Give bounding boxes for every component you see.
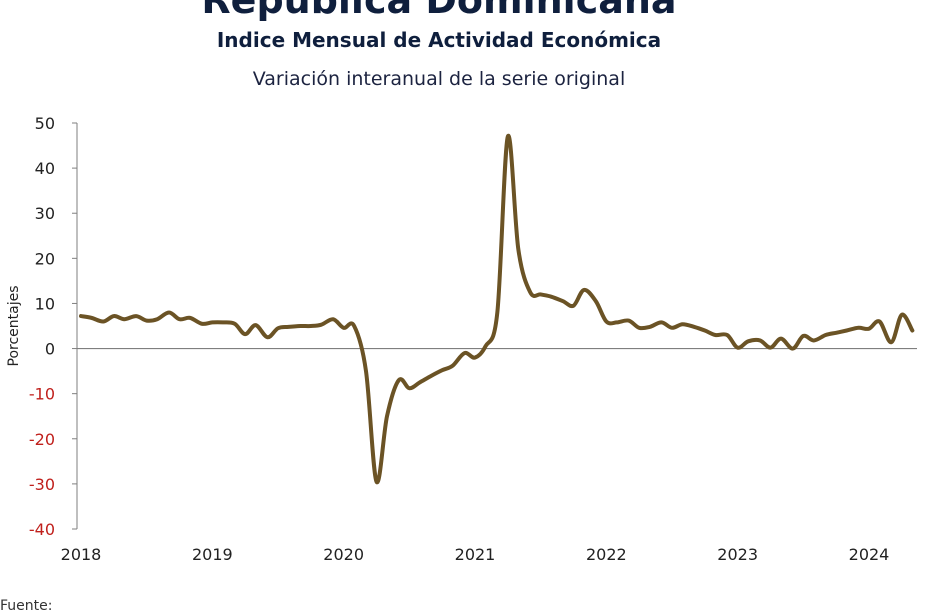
source-note: Fuente: [0, 598, 53, 614]
x-tick-label: 2019 [192, 545, 233, 564]
y-axis-label: Porcentajes [6, 285, 22, 366]
y-tick-label: -40 [29, 520, 55, 539]
x-tick-label: 2023 [717, 545, 758, 564]
y-tick-label: 30 [35, 204, 55, 223]
y-tick-label: -30 [29, 475, 55, 494]
y-tick-label: -10 [29, 385, 55, 404]
y-tick-label: 50 [35, 114, 55, 133]
y-tick-label: 0 [45, 340, 55, 359]
x-tick-label: 2021 [455, 545, 496, 564]
chart-title: República Dominicana [201, 0, 677, 22]
chart-subtitle-secondary: Variación interanual de la serie origina… [252, 68, 626, 90]
x-tick-label: 2018 [61, 545, 102, 564]
series-line [79, 134, 915, 485]
chart-subtitle: Indice Mensual de Actividad Económica [216, 28, 662, 52]
y-tick-label: 40 [35, 159, 55, 178]
y-tick-label: -20 [29, 430, 55, 449]
y-tick-label: 10 [35, 294, 55, 313]
y-tick-label: 20 [35, 249, 55, 268]
x-tick-label: 2020 [323, 545, 364, 564]
x-tick-label: 2024 [849, 545, 890, 564]
x-tick-label: 2022 [586, 545, 627, 564]
